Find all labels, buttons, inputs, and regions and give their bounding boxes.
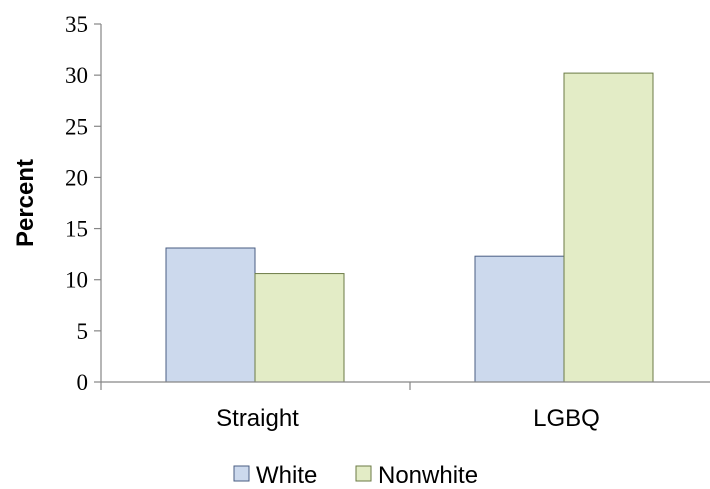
- y-axis-title: Percent: [12, 159, 39, 247]
- legend-label-nonwhite: Nonwhite: [378, 462, 478, 489]
- y-tick-label: 0: [77, 370, 89, 395]
- bar-white-straight: [165, 247, 256, 383]
- legend-swatch-nonwhite: [355, 465, 372, 482]
- legend: White Nonwhite: [233, 462, 478, 489]
- legend-swatch-white: [233, 465, 250, 482]
- x-category-label: LGBQ: [533, 405, 600, 432]
- y-tick-label: 10: [65, 268, 88, 293]
- y-tick-label: 15: [65, 217, 88, 242]
- axes-group: 0 5 10 15 20 25 30 35 Straight LGBQ: [65, 12, 710, 432]
- y-tick-label: 25: [65, 114, 88, 139]
- bar-nonwhite-straight: [254, 273, 345, 383]
- bar-white-lgbq: [474, 255, 565, 383]
- y-tick-label: 35: [65, 12, 88, 37]
- bars-group: [165, 72, 654, 383]
- legend-label-white: White: [256, 462, 317, 489]
- y-tick-label: 20: [65, 165, 88, 190]
- bar-nonwhite-lgbq: [563, 72, 654, 383]
- y-tick-label: 30: [65, 63, 88, 88]
- y-tick-label: 5: [77, 319, 89, 344]
- x-category-label: Straight: [216, 405, 299, 432]
